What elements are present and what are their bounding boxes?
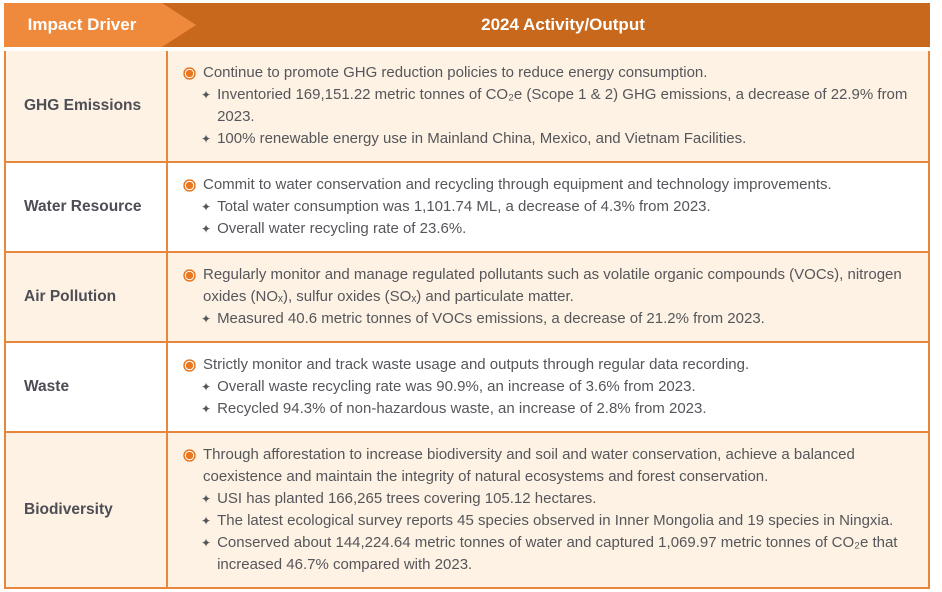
activity-output-cell: Continue to promote GHG reduction polici…: [168, 51, 928, 161]
activity-subitem: ✦ Overall waste recycling rate was 90.9%…: [201, 376, 912, 398]
activity-output-cell: Strictly monitor and track waste usage a…: [168, 343, 928, 431]
activity-subitem: ✦ Conserved about 144,224.64 metric tonn…: [201, 532, 912, 576]
table-row: Waste Strictly monitor and track waste u…: [6, 341, 928, 431]
activity-output-cell: Commit to water conservation and recycli…: [168, 163, 928, 251]
activity-subitem-text: Inventoried 169,151.22 metric tonnes of …: [217, 86, 908, 125]
ring-bullet-icon: [183, 359, 196, 372]
activity-item: Commit to water conservation and recycli…: [183, 174, 912, 196]
star-bullet-icon: ✦: [201, 312, 212, 326]
table-row: Biodiversity Through afforestation to in…: [6, 431, 928, 587]
activity-item-text: Regularly monitor and manage regulated p…: [203, 266, 902, 305]
activity-subitem-text: USI has planted 166,265 trees covering 1…: [217, 490, 597, 507]
table-body: GHG Emissions Continue to promote GHG re…: [4, 51, 930, 589]
activity-subitem-text: Recycled 94.3% of non-hazardous waste, a…: [217, 400, 707, 417]
ring-bullet-icon: [183, 179, 196, 192]
activity-subitem-text: Overall waste recycling rate was 90.9%, …: [217, 378, 696, 395]
table-row: Air Pollution Regularly monitor and mana…: [6, 251, 928, 341]
impact-driver-cell: Water Resource: [6, 163, 168, 251]
star-bullet-icon: ✦: [201, 380, 212, 394]
impact-driver-label: Biodiversity: [24, 501, 113, 518]
activity-subitem-text: Measured 40.6 metric tonnes of VOCs emis…: [217, 310, 765, 327]
ring-bullet-icon: [183, 269, 196, 282]
activity-item: Continue to promote GHG reduction polici…: [183, 62, 912, 84]
activity-item: Through afforestation to increase biodiv…: [183, 444, 912, 488]
table-row: GHG Emissions Continue to promote GHG re…: [6, 51, 928, 161]
activity-subitem: ✦ Total water consumption was 1,101.74 M…: [201, 196, 912, 218]
activity-output-cell: Through afforestation to increase biodiv…: [168, 433, 928, 587]
impact-driver-label: Waste: [24, 378, 70, 395]
activity-item-text: Through afforestation to increase biodiv…: [203, 446, 855, 485]
star-bullet-icon: ✦: [201, 492, 212, 506]
impact-driver-label: GHG Emissions: [24, 97, 142, 114]
impact-driver-cell: Air Pollution: [6, 253, 168, 341]
activity-item-text: Commit to water conservation and recycli…: [203, 176, 832, 193]
activity-subitem: ✦ The latest ecological survey reports 4…: [201, 510, 912, 532]
activity-subitem: ✦ Recycled 94.3% of non-hazardous waste,…: [201, 398, 912, 420]
activity-subitem-text: Conserved about 144,224.64 metric tonnes…: [217, 534, 898, 573]
activity-output-cell: Regularly monitor and manage regulated p…: [168, 253, 928, 341]
impact-driver-label: Air Pollution: [24, 288, 117, 305]
activity-output-header-label: 2024 Activity/Output: [481, 15, 645, 34]
impact-driver-header-arrow: Impact Driver: [4, 3, 196, 47]
star-bullet-icon: ✦: [201, 222, 212, 236]
star-bullet-icon: ✦: [201, 200, 212, 214]
activity-item: Regularly monitor and manage regulated p…: [183, 264, 912, 308]
activity-subitem-text: Overall water recycling rate of 23.6%.: [217, 220, 467, 237]
activity-subitem: ✦ USI has planted 166,265 trees covering…: [201, 488, 912, 510]
star-bullet-icon: ✦: [201, 132, 212, 146]
activity-item-text: Strictly monitor and track waste usage a…: [203, 356, 750, 373]
impact-driver-header-label: Impact Driver: [27, 15, 137, 34]
activity-subitem: ✦ 100% renewable energy use in Mainland …: [201, 128, 912, 150]
ring-bullet-icon: [183, 449, 196, 462]
star-bullet-icon: ✦: [201, 402, 212, 416]
activity-subitem: ✦ Overall water recycling rate of 23.6%.: [201, 218, 912, 240]
table-row: Water Resource Commit to water conservat…: [6, 161, 928, 251]
activity-subitem-text: 100% renewable energy use in Mainland Ch…: [217, 130, 747, 147]
table-header: Impact Driver 2024 Activity/Output: [4, 3, 930, 47]
impact-driver-label: Water Resource: [24, 198, 142, 215]
activity-subitem-text: Total water consumption was 1,101.74 ML,…: [217, 198, 711, 215]
impact-driver-cell: GHG Emissions: [6, 51, 168, 161]
activity-subitem: ✦ Inventoried 169,151.22 metric tonnes o…: [201, 84, 912, 128]
star-bullet-icon: ✦: [201, 536, 212, 550]
impact-driver-cell: Waste: [6, 343, 168, 431]
activity-item: Strictly monitor and track waste usage a…: [183, 354, 912, 376]
ring-bullet-icon: [183, 67, 196, 80]
activity-subitem-text: The latest ecological survey reports 45 …: [217, 512, 894, 529]
activity-subitem: ✦ Measured 40.6 metric tonnes of VOCs em…: [201, 308, 912, 330]
activity-item-text: Continue to promote GHG reduction polici…: [203, 64, 708, 81]
star-bullet-icon: ✦: [201, 514, 212, 528]
activity-output-header: 2024 Activity/Output: [196, 3, 930, 47]
star-bullet-icon: ✦: [201, 88, 212, 102]
impact-driver-cell: Biodiversity: [6, 433, 168, 587]
